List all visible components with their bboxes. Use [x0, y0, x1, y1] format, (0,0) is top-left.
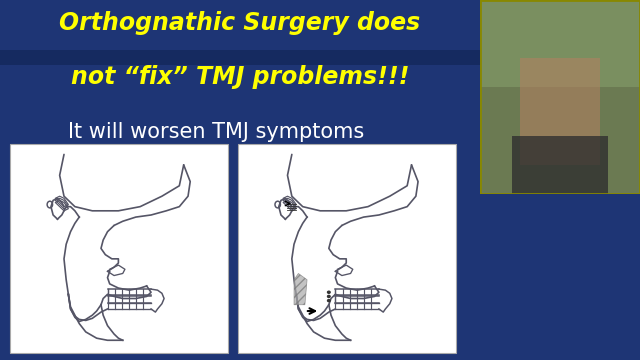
Text: Orthognathic Surgery does: Orthognathic Surgery does — [60, 11, 420, 35]
Bar — [0, 50, 480, 65]
Bar — [512, 136, 608, 194]
Text: not “fix” TMJ problems!!!: not “fix” TMJ problems!!! — [71, 65, 409, 89]
Bar — [10, 144, 228, 353]
Ellipse shape — [328, 295, 330, 297]
Bar — [520, 58, 600, 165]
Bar — [237, 144, 456, 353]
Ellipse shape — [328, 300, 330, 302]
Bar — [480, 0, 640, 87]
Text: It will worsen TMJ symptoms: It will worsen TMJ symptoms — [68, 122, 364, 143]
Ellipse shape — [328, 291, 330, 293]
Polygon shape — [294, 274, 307, 305]
